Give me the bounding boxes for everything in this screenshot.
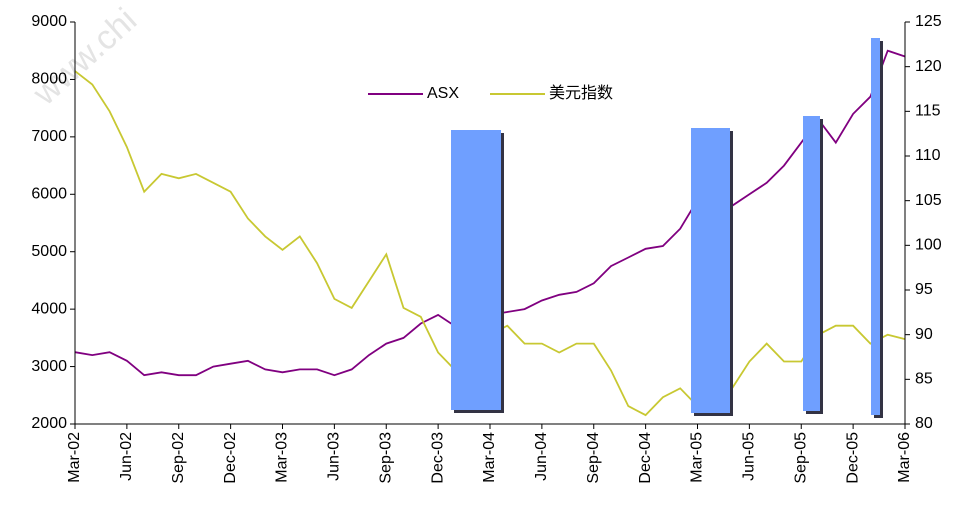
y-tick-label: 4000 (31, 300, 67, 317)
y-tick-label: 9000 (31, 13, 67, 30)
x-tick-label: Jun-04 (533, 432, 550, 481)
y2-tick-label: 125 (915, 13, 942, 30)
x-tick-label: Sep-05 (792, 432, 809, 484)
x-tick-label: Jun-02 (118, 432, 135, 481)
x-tick-label: Jun-03 (326, 432, 343, 481)
y-tick-label: 8000 (31, 71, 67, 88)
x-tick-label: Mar-04 (481, 432, 498, 483)
x-tick-label: Sep-02 (170, 432, 187, 484)
highlight-box (691, 128, 730, 413)
y2-tick-label: 105 (915, 192, 942, 209)
highlight-box (803, 116, 820, 411)
x-tick-label: Sep-03 (377, 432, 394, 484)
y-tick-label: 5000 (31, 243, 67, 260)
x-tick-label: Dec-03 (429, 432, 446, 484)
x-tick-label: Mar-06 (896, 432, 913, 483)
y2-tick-label: 115 (915, 103, 941, 120)
x-tick-label: Dec-05 (844, 432, 861, 484)
legend-label: 美元指数 (549, 84, 613, 102)
y-tick-label: 7000 (31, 128, 67, 145)
x-tick-label: Mar-05 (689, 432, 706, 483)
x-tick-label: Dec-04 (637, 432, 654, 484)
x-tick-label: Dec-02 (222, 432, 239, 484)
y2-tick-label: 90 (915, 326, 933, 343)
y-tick-label: 2000 (31, 415, 67, 432)
y-tick-label: 6000 (31, 186, 67, 203)
y2-tick-label: 85 (915, 371, 933, 388)
x-tick-label: Jun-05 (741, 432, 758, 481)
highlight-boxes (451, 38, 883, 418)
y2-tick-label: 80 (915, 415, 933, 432)
y2-tick-label: 120 (915, 58, 942, 75)
y2-tick-label: 95 (915, 281, 933, 298)
y2-tick-label: 100 (915, 237, 942, 254)
legend-label: ASX (427, 85, 459, 102)
axes: 2000 3000 4000 5000 6000 7000 8000 9000 80 85 90 95… (31, 13, 941, 483)
highlight-box (451, 130, 501, 410)
x-tick-label: Sep-04 (585, 432, 602, 484)
x-tick-label: Mar-02 (66, 432, 83, 483)
y-tick-label: 3000 (31, 358, 67, 375)
highlight-box (871, 38, 880, 415)
y2-tick-label: 110 (915, 147, 941, 164)
x-tick-label: Mar-03 (274, 432, 291, 483)
